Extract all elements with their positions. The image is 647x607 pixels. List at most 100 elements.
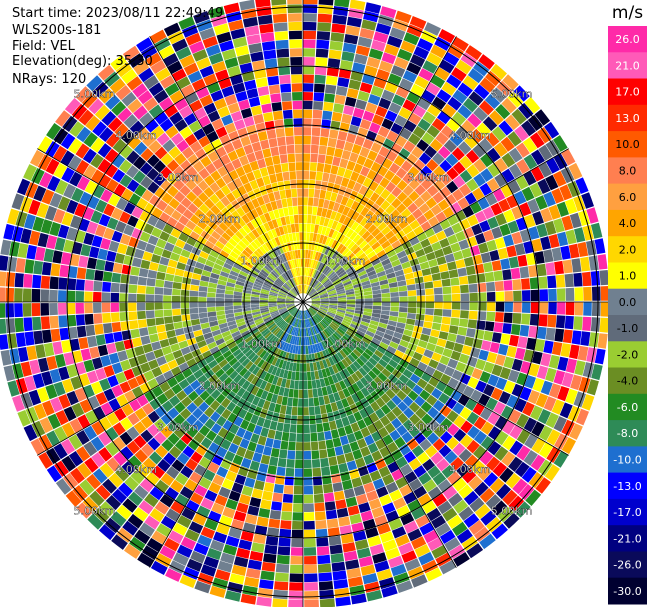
ppi-gate (247, 469, 258, 480)
ppi-gate (304, 285, 308, 294)
ppi-gate (366, 56, 381, 69)
ppi-gate (295, 318, 299, 328)
ppi-gate (303, 92, 314, 101)
ppi-gate (537, 409, 551, 425)
ppi-gate (304, 319, 308, 328)
ppi-gate (421, 132, 435, 145)
ppi-gate (415, 248, 426, 258)
ppi-gate (470, 347, 481, 358)
ppi-gate (170, 501, 185, 515)
ppi-gate (489, 478, 505, 493)
ppi-gate (315, 261, 321, 270)
ppi-gate (174, 372, 186, 383)
ppi-gate (142, 457, 157, 472)
ppi-gate (364, 210, 375, 220)
ppi-gate (144, 493, 159, 508)
ppi-gate (86, 473, 102, 490)
ppi-gate (260, 499, 272, 510)
ppi-gate (351, 211, 360, 221)
ppi-gate (495, 377, 508, 391)
ppi-gate (417, 97, 431, 111)
ppi-gate (308, 288, 315, 296)
ppi-gate (439, 238, 450, 248)
ppi-gate (385, 411, 397, 422)
ppi-gate (538, 442, 554, 459)
ppi-gate (323, 199, 330, 209)
ppi-gate (239, 494, 251, 505)
ppi-gate (331, 344, 339, 353)
ppi-gate (320, 304, 329, 308)
ppi-gate (344, 283, 353, 289)
ppi-gate (321, 226, 327, 236)
ppi-gate (329, 420, 337, 431)
ppi-gate (399, 78, 414, 91)
ppi-gate (390, 297, 400, 302)
ppi-gate (318, 572, 333, 582)
ppi-gate (358, 227, 367, 237)
ppi-gate (256, 516, 269, 527)
ppi-gate (502, 489, 518, 506)
ppi-gate (498, 391, 511, 405)
ppi-gate (402, 99, 416, 112)
ppi-gate (214, 569, 231, 581)
ppi-gate (322, 359, 328, 369)
ppi-gate (362, 573, 378, 585)
ppi-gate (175, 472, 189, 486)
ppi-gate (65, 490, 82, 507)
ppi-gate (373, 297, 382, 302)
ppi-gate (388, 518, 403, 531)
ppi-gate (127, 513, 144, 529)
ppi-gate (508, 179, 521, 194)
ppi-gate (179, 574, 197, 588)
ppi-gate (519, 202, 532, 217)
ppi-gate (349, 441, 360, 452)
ppi-gate (502, 269, 512, 281)
ppi-gate (336, 288, 345, 293)
ppi-gate (446, 423, 460, 436)
colorbar-tick-label: -6.0 (617, 401, 638, 414)
ppi-gate (313, 281, 320, 289)
ppi-gate (467, 376, 479, 389)
ppi-gate (480, 436, 495, 450)
ppi-gate (304, 538, 316, 547)
ppi-gate (199, 390, 210, 401)
ppi-gate (322, 172, 330, 182)
ppi-gate (358, 502, 371, 513)
ppi-gate (277, 305, 286, 309)
ppi-gate (316, 271, 322, 280)
ppi-gate (212, 350, 223, 360)
ppi-gate (262, 329, 271, 337)
ppi-gate (312, 467, 322, 477)
ppi-gate (252, 452, 263, 463)
ppi-gate (328, 294, 338, 298)
ppi-gate (417, 339, 428, 349)
ppi-gate (314, 315, 321, 323)
ppi-gate (362, 364, 371, 374)
ppi-gate (134, 449, 148, 463)
ppi-gate (399, 127, 412, 140)
ppi-gate (420, 165, 433, 178)
ppi-gate (391, 406, 403, 418)
ppi-gate (521, 278, 531, 290)
ppi-gate (447, 261, 457, 271)
ppi-gate (307, 214, 312, 224)
ppi-gate (415, 514, 430, 528)
ppi-gate (411, 146, 424, 159)
ppi-gate (344, 424, 354, 435)
ppi-gate (278, 306, 287, 310)
ppi-gate (220, 458, 232, 470)
ppi-gate (337, 427, 347, 437)
ppi-gate (281, 332, 287, 341)
ppi-gate (200, 437, 213, 449)
ppi-gate (272, 347, 280, 357)
ppi-gate (433, 412, 446, 425)
ppi-gate (394, 214, 405, 225)
ppi-gate (270, 311, 279, 317)
ppi-gate (233, 416, 244, 427)
ppi-gate (514, 461, 530, 478)
ppi-gate (198, 456, 211, 469)
ppi-gate (119, 381, 132, 394)
ppi-gate (124, 476, 139, 491)
ppi-gate (536, 326, 547, 340)
ppi-gate (136, 463, 151, 478)
